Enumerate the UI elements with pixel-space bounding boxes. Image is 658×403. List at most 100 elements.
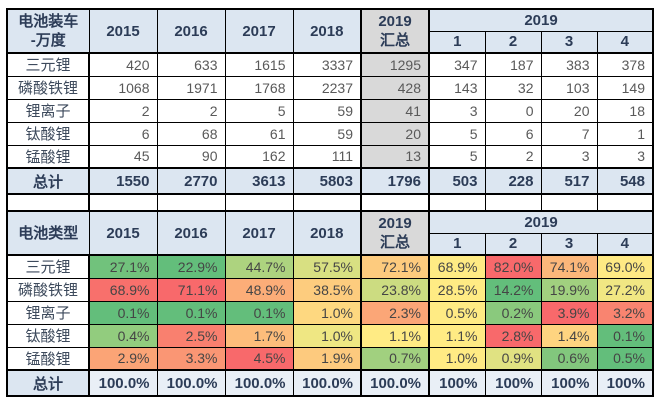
- col-header-2018: 2018: [292, 210, 362, 256]
- data-cell: 1615: [224, 52, 294, 77]
- data-cell: 2237: [292, 75, 362, 100]
- data-cell: 22.9%: [156, 254, 226, 279]
- total-cell: 503: [428, 167, 486, 195]
- bottom-table-total: 总计 100.0% 100.0% 100.0% 100.0% 100.0% 100% 100%…: [6, 369, 654, 397]
- col-group-2019: 2019: [428, 8, 654, 32]
- data-cell: 5: [224, 98, 294, 123]
- col-header-month-4: 4: [596, 232, 654, 256]
- data-cell: 3: [428, 98, 486, 123]
- separator-cell: [360, 193, 430, 212]
- data-cell: 1.1%: [428, 323, 486, 348]
- data-cell: 5: [428, 144, 486, 169]
- total-cell: 100.0%: [156, 369, 226, 397]
- total-cell: 228: [484, 167, 542, 195]
- top-table-total: 总计 1550 2770 3613 5803 1796 503 228 517 548: [6, 167, 654, 195]
- data-cell: 378: [596, 52, 654, 77]
- row-label: 三元锂: [6, 254, 90, 279]
- total-cell: 5803: [292, 167, 362, 195]
- data-cell: 14.2%: [484, 277, 542, 302]
- data-cell: 347: [428, 52, 486, 77]
- separator-cell: [428, 193, 486, 212]
- row-label: 磷酸铁锂: [6, 75, 90, 100]
- data-cell: 4.5%: [224, 346, 294, 371]
- data-cell: 23.8%: [360, 277, 430, 302]
- col-header-2017: 2017: [224, 8, 294, 54]
- data-cell: 27.1%: [88, 254, 158, 279]
- total-cell: 100.0%: [224, 369, 294, 397]
- total-cell: 100.0%: [292, 369, 362, 397]
- total-cell: 100.0%: [88, 369, 158, 397]
- data-cell: 2.8%: [484, 323, 542, 348]
- data-cell: 0.4%: [88, 323, 158, 348]
- data-cell: 61: [224, 121, 294, 146]
- data-cell: 2: [484, 144, 542, 169]
- top-table-title: 电池装车 -万度: [6, 8, 90, 54]
- table-row: 锰酸锂 2.9% 3.3% 4.5% 1.9% 0.7% 1.0% 0.9% 0.6% 0.5%: [6, 346, 654, 371]
- data-cell: 1971: [156, 75, 226, 100]
- data-cell: 143: [428, 75, 486, 100]
- table-row: 磷酸铁锂 68.9% 71.1% 48.9% 38.5% 23.8% 28.5% 14.2% 1…: [6, 277, 654, 302]
- data-cell: 2: [88, 98, 158, 123]
- data-cell: 2.5%: [156, 323, 226, 348]
- table-row: 锂离子 0.1% 0.1% 0.1% 1.0% 2.3% 0.5% 0.2% 3.9% 3.2%: [6, 300, 654, 325]
- data-cell: 20: [360, 121, 430, 146]
- col-header-2019-summary: 2019 汇总: [360, 8, 430, 54]
- bottom-table-title: 电池类型: [6, 210, 90, 256]
- total-cell: 2770: [156, 167, 226, 195]
- separator-section: [6, 193, 654, 212]
- total-row-label: 总计: [6, 167, 90, 195]
- data-cell: 68: [156, 121, 226, 146]
- data-cell: 20: [540, 98, 598, 123]
- separator-cell: [484, 193, 542, 212]
- separator-cell: [292, 193, 362, 212]
- total-cell: 100.0%: [360, 369, 430, 397]
- separator-cell: [540, 193, 598, 212]
- data-cell: 0.2%: [484, 300, 542, 325]
- data-cell: 19.9%: [540, 277, 598, 302]
- data-cell: 0.1%: [596, 323, 654, 348]
- col-header-month-1: 1: [428, 232, 486, 256]
- total-row: 总计 100.0% 100.0% 100.0% 100.0% 100.0% 100% 100%…: [6, 369, 654, 397]
- data-cell: 1.0%: [292, 300, 362, 325]
- table-row: 三元锂 27.1% 22.9% 44.7% 57.5% 72.1% 68.9% 82.0% 74…: [6, 254, 654, 279]
- data-cell: 1.9%: [292, 346, 362, 371]
- data-cell: 1768: [224, 75, 294, 100]
- table-row: 锂离子 2 2 5 59 41 3 0 20 18: [6, 98, 654, 123]
- row-label: 三元锂: [6, 52, 90, 77]
- data-cell: 0.1%: [156, 300, 226, 325]
- total-cell: 1796: [360, 167, 430, 195]
- table-row: 磷酸铁锂 1068 1971 1768 2237 428 143 32 103 149: [6, 75, 654, 100]
- data-cell: 59: [292, 98, 362, 123]
- row-label: 锰酸锂: [6, 144, 90, 169]
- data-cell: 7: [540, 121, 598, 146]
- data-cell: 633: [156, 52, 226, 77]
- top-table-title-line1: 电池装车: [18, 13, 79, 30]
- row-label: 锂离子: [6, 98, 90, 123]
- col-header-2016: 2016: [156, 8, 226, 54]
- total-cell: 3613: [224, 167, 294, 195]
- data-cell: 1068: [88, 75, 158, 100]
- data-cell: 0.1%: [88, 300, 158, 325]
- bottom-table-header: 电池类型 2015 2016 2017 2018 2019 汇总 2019 1 …: [6, 210, 654, 256]
- data-cell: 1.7%: [224, 323, 294, 348]
- col-header-month-1: 1: [428, 30, 486, 54]
- col-header-2018: 2018: [292, 8, 362, 54]
- separator-cell: [6, 193, 90, 212]
- total-row: 总计 1550 2770 3613 5803 1796 503 228 517 548: [6, 167, 654, 195]
- data-cell: 3.3%: [156, 346, 226, 371]
- total-cell: 100%: [484, 369, 542, 397]
- data-cell: 0.9%: [484, 346, 542, 371]
- data-cell: 3: [596, 144, 654, 169]
- col-header-2015: 2015: [88, 210, 158, 256]
- col-header-month-4: 4: [596, 30, 654, 54]
- data-cell: 68.9%: [88, 277, 158, 302]
- data-cell: 3: [540, 144, 598, 169]
- total-cell: 548: [596, 167, 654, 195]
- data-cell: 59: [292, 121, 362, 146]
- data-cell: 1295: [360, 52, 430, 77]
- total-cell: 100%: [540, 369, 598, 397]
- data-cell: 38.5%: [292, 277, 362, 302]
- data-cell: 18: [596, 98, 654, 123]
- col-group-2019: 2019: [428, 210, 654, 234]
